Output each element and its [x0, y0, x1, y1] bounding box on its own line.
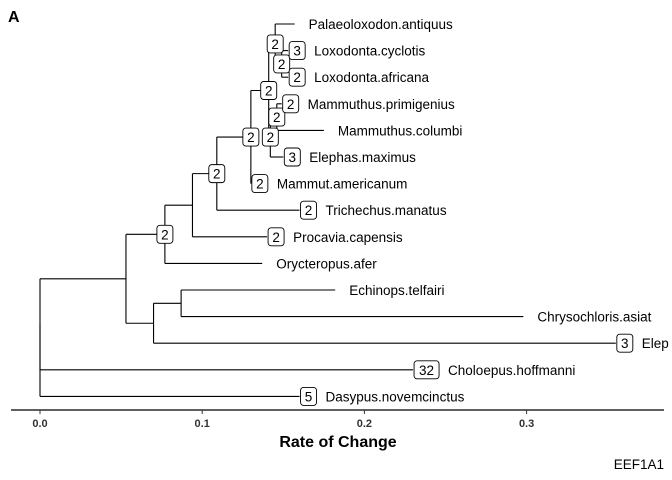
tip-label-t15: Dasypus.novemcinctus: [326, 389, 465, 404]
node-badge-n_plx-box: [266, 34, 284, 54]
tip-label-t14: Choloepus.hoffmanni: [448, 363, 575, 378]
node-badge-n_prob-box: [242, 127, 260, 147]
tip-label-t5: Mammuthus.columbi: [338, 123, 463, 138]
node-badge-n_ele: 2: [265, 84, 273, 99]
x-axis-ticks: 0.0 0.1 0.2 0.3: [32, 410, 534, 430]
node-badge-n_tethy: 2: [213, 167, 221, 182]
tip-badge-t4-box: [282, 94, 300, 114]
tip-badge-t14: 32: [419, 363, 434, 378]
tip-label-t12: Chrysochloris.asiat: [537, 310, 651, 325]
tip-badge-t8-box: [300, 200, 317, 220]
tip-badge-t15-box: [300, 386, 317, 406]
tip-badge-t14-box: [413, 360, 440, 380]
tip-badge-t7-box: [251, 174, 269, 194]
x-tick-label: 0.3: [519, 418, 534, 430]
tip-label-t1: Palaeoloxodon.antiquus: [309, 17, 453, 32]
x-tick-label: 0.1: [195, 418, 210, 430]
tip-badge-t2-box: [288, 41, 306, 61]
tip-badge-t13: 3: [621, 336, 629, 351]
node-badge-n_mamel: 2: [267, 130, 275, 145]
tip-badge-t6-box: [283, 147, 301, 167]
x-tick-label: 0.2: [357, 418, 372, 430]
tip-badge-t9-box: [267, 227, 285, 247]
tip-badge-t2: 3: [293, 44, 301, 59]
tip-badge-t4: 2: [287, 97, 295, 112]
tip-label-t2: Loxodonta.cyclotis: [314, 44, 425, 59]
tip-label-t10: Orycteropus.afer: [276, 256, 377, 271]
gene-caption: EEF1A1: [614, 457, 664, 472]
tip-badge-t8: 2: [305, 203, 313, 218]
tip-labels: Palaeoloxodon.antiquus Loxodonta.cyclotis…: [276, 17, 669, 404]
tip-label-t4: Mammuthus.primigenius: [308, 97, 455, 112]
node-badge-n_tethy-box: [208, 164, 226, 184]
node-badge-n_plx: 2: [271, 37, 279, 52]
tip-label-t9: Procavia.capensis: [293, 230, 403, 245]
tip-badge-t3: 2: [293, 70, 301, 85]
panel-tag: A: [8, 9, 20, 26]
tip-label-t7: Mammut.americanum: [277, 177, 408, 192]
tip-label-t6: Elephas.maximus: [309, 150, 416, 165]
tip-badge-t9: 2: [272, 230, 280, 245]
node-badge-n_mamel-box: [261, 127, 279, 147]
node-badge-n_mam-box: [268, 107, 286, 127]
tip-label-t13: Elep: [642, 336, 669, 351]
node-badge-n_mam: 2: [273, 110, 281, 125]
node-badge-n_lox: 2: [278, 57, 286, 72]
tip-badge-t15: 5: [305, 389, 313, 404]
tip-badge-t7: 2: [256, 177, 264, 192]
x-axis-title: Rate of Change: [279, 434, 396, 451]
tip-label-t8: Trichechus.manatus: [326, 203, 447, 218]
node-badge-n_prob: 2: [247, 130, 255, 145]
tip-badge-t6: 3: [289, 150, 297, 165]
node-badge-n_afro: 2: [161, 227, 169, 242]
node-badge-n_lox-box: [273, 54, 291, 74]
tip-badge-t13-box: [616, 333, 634, 353]
node-badge-n_afro-box: [156, 224, 174, 244]
tip-label-t3: Loxodonta.africana: [314, 70, 429, 85]
tip-badge-t3-box: [288, 67, 306, 87]
tip-label-t11: Echinops.telfairi: [349, 283, 444, 298]
node-badge-n_ele-box: [260, 81, 278, 100]
x-tick-label: 0.0: [32, 418, 47, 430]
